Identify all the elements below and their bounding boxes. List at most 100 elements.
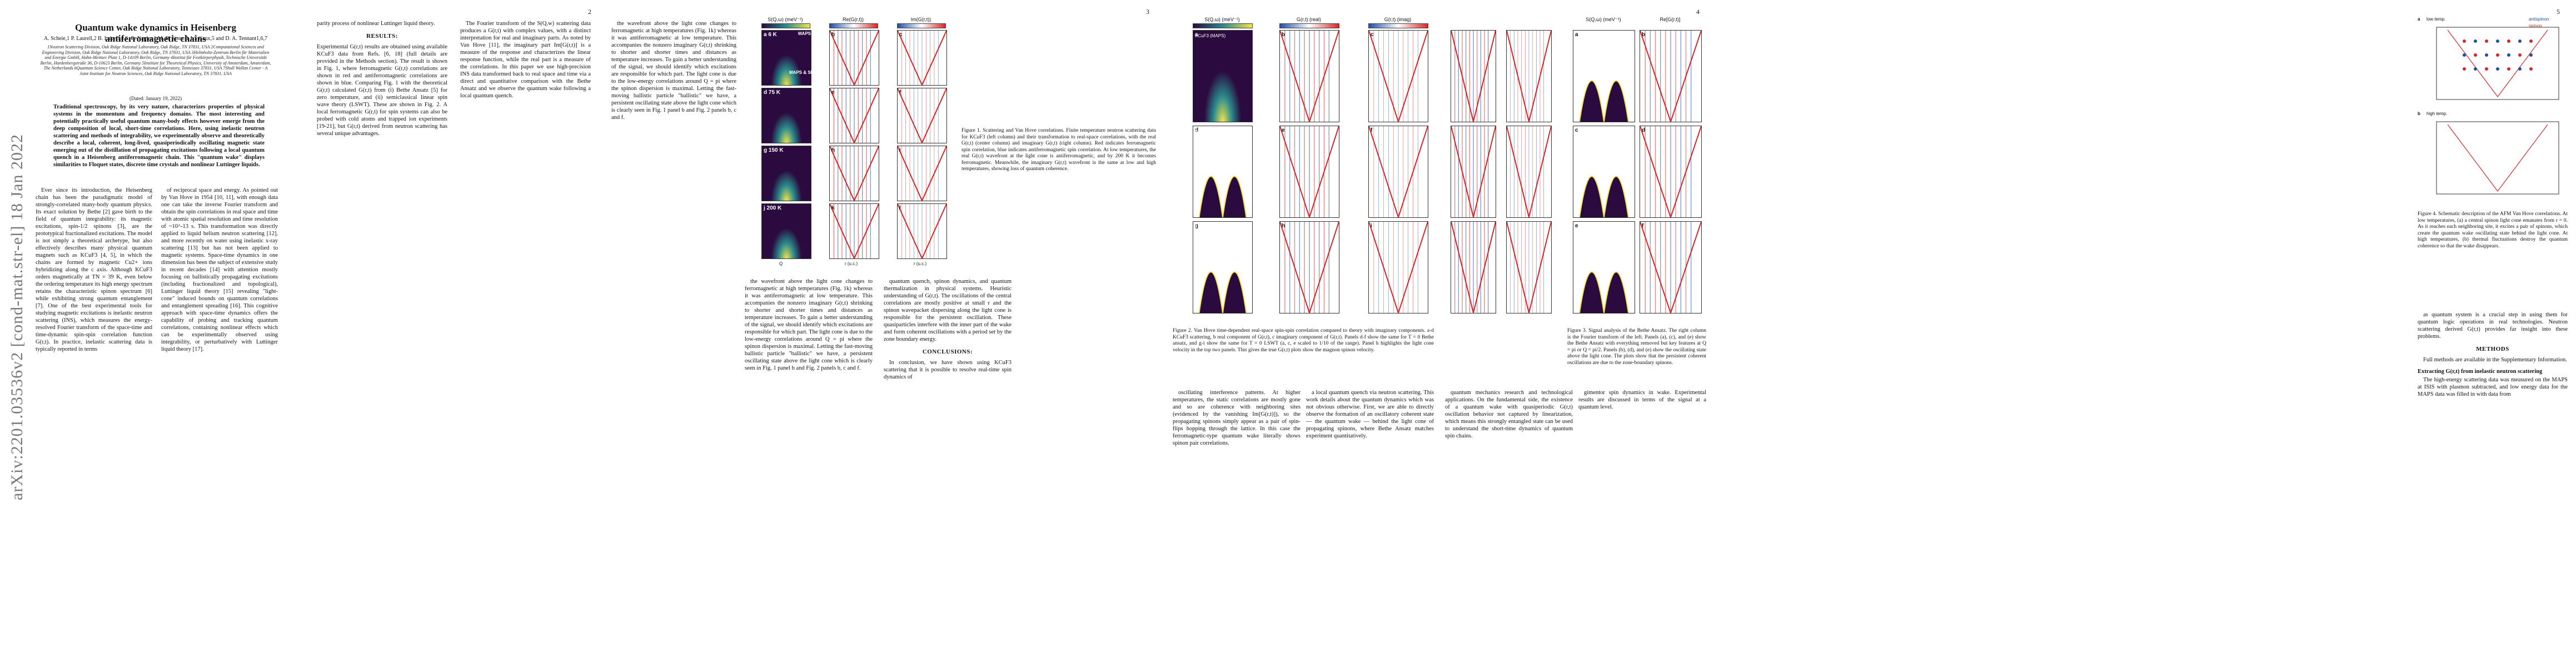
figure-1: S(Q,ω) (meV⁻¹) Re(G(r,t)) Im(G(r,t)) a 6…	[745, 17, 1156, 278]
im-panel: i	[897, 146, 947, 201]
panel-letter: f	[1642, 223, 1644, 229]
fig4-label-high: high temp.	[2426, 111, 2448, 116]
light-cone	[830, 88, 879, 143]
figure-1-caption: Figure 1. Scattering and Van Hove correl…	[961, 128, 1156, 172]
light-cone	[1369, 31, 1428, 122]
fig1-colorbar-sqw	[761, 23, 810, 28]
panel-letter: c	[1575, 127, 1578, 133]
page1-column-right: of reciprocal space and energy. As point…	[161, 187, 278, 659]
spin-marker	[2485, 39, 2488, 43]
fig1-label-maps-seq: MAPS & SEQ	[789, 70, 818, 75]
panel-letter: j 200 K	[764, 205, 782, 211]
panel-letter: c	[1371, 32, 1374, 38]
spin-marker	[2485, 67, 2488, 71]
re-panel: h	[1279, 221, 1339, 313]
page5-column: as quantum system is a crucial step in u…	[2418, 311, 2568, 661]
results-heading: RESULTS:	[366, 33, 398, 39]
spin-marker	[2518, 39, 2522, 43]
spin-marker	[2507, 39, 2510, 43]
page5-extract-heading: Extracting G(r,t) from inelastic neutron…	[2418, 369, 2543, 375]
sqw-arch-panel: a	[1573, 30, 1635, 122]
im-panel: f	[897, 88, 947, 143]
light-cone	[1280, 222, 1339, 313]
affiliations: 1Neutron Scattering Division, Oak Ridge …	[40, 44, 271, 76]
panel-letter: l	[899, 205, 901, 211]
re-panel: b	[829, 30, 879, 86]
fig2-header-re: G(r,t) (real)	[1297, 17, 1321, 22]
panel-letter: g 150 K	[764, 147, 784, 153]
light-cone	[1280, 126, 1339, 217]
fig2-colorbar-re	[1279, 23, 1339, 28]
arxiv-stamp: arXiv:2201.03536v2 [cond-mat.str-el] 18 …	[4, 67, 27, 500]
panel-letter: e	[1282, 127, 1285, 133]
page1-left-text: Ever since its introduction, the Heisenb…	[36, 187, 152, 352]
fig1-colorbar-re	[829, 23, 878, 28]
re-panel	[1451, 221, 1496, 313]
fig4-panel-a	[2436, 27, 2559, 100]
sqw-panel: j 200 K	[761, 203, 811, 259]
fig4-legend-antispinon: antispinon	[2529, 17, 2549, 22]
light-cone	[1640, 126, 1701, 217]
figure-3: S(Q,ω) (meV⁻¹) Re[G(r,t)] a b c d e f	[1567, 17, 1706, 328]
spin-marker	[2474, 67, 2477, 71]
re-panel: d	[1640, 126, 1702, 218]
page-5: 5 a low temp. b high temp. antispinon sp…	[1723, 0, 2573, 667]
page4-text-d: gimentor spin dynamics in wake. Experime…	[1578, 390, 1706, 410]
panel-letter: d 75 K	[764, 89, 781, 96]
paper-title: Quantum wake dynamics in Heisenberg anti…	[75, 22, 236, 44]
fig2-header-sqw: S(Q,ω) (meV⁻¹)	[1204, 17, 1240, 22]
page4-column-b: a local quantum quench via neutron scatt…	[1306, 389, 1434, 661]
light-cone	[1451, 126, 1496, 217]
arxiv-id: arXiv:2201.03536v2 [cond-mat.str-el] 18 …	[8, 134, 26, 500]
panel-letter: i	[1371, 223, 1372, 229]
page5-extract-text: The high-energy scattering data was meas…	[2418, 377, 2568, 397]
page2-results-text: Experimental G(r,t) results are obtained…	[317, 44, 447, 137]
page-3: 3 the wavefront above the light cone cha…	[606, 0, 1162, 667]
fig2-colorbar-sqw	[1193, 23, 1253, 28]
fig1-header-im: Im(G(r,t))	[910, 17, 931, 22]
light-cone	[1507, 31, 1551, 122]
spin-marker	[2463, 53, 2466, 57]
im-panel	[1506, 30, 1552, 122]
fig4-panel-b	[2436, 121, 2559, 195]
fig4-letter-a: a	[2418, 17, 2420, 22]
im-panel	[1506, 221, 1552, 313]
light-cone	[1640, 222, 1701, 313]
page3-mid-text: the wavefront above the light cone chang…	[745, 278, 873, 371]
page-1: arXiv:2201.03536v2 [cond-mat.str-el] 18 …	[0, 0, 289, 667]
panel-letter: b	[1642, 32, 1646, 38]
spin-marker	[2496, 39, 2499, 43]
page-4: 4 S(Q,ω) (meV⁻¹) G(r,t) (real) G(r,t) (i…	[1167, 0, 1712, 667]
page2-column-right: The Fourier transform of the S(Q,w) scat…	[460, 20, 591, 659]
light-cone	[1280, 31, 1339, 122]
sqw-panel: a 6 K	[761, 30, 811, 86]
panel-letter: e	[1575, 223, 1578, 229]
page5-intro-text: as quantum system is a crucial step in u…	[2418, 312, 2568, 340]
re-panel: k	[829, 203, 879, 259]
fig4-label-low: low temp.	[2426, 17, 2446, 22]
page3-column-left: the wavefront above the light cone chang…	[611, 20, 736, 659]
page1-right-text: of reciprocal space and energy. As point…	[161, 187, 278, 352]
spin-marker	[2507, 53, 2510, 57]
sqw-panel: d 75 K	[761, 88, 811, 143]
light-cone	[898, 146, 946, 201]
panel-letter: e	[831, 89, 835, 96]
spin-marker	[2529, 53, 2533, 57]
page4-column-c: quantum mechanics research and technolog…	[1445, 389, 1573, 661]
spin-marker	[2507, 67, 2510, 71]
panel-letter: c	[899, 32, 903, 38]
date-line: (Dated: January 19, 2022)	[129, 96, 182, 101]
sqw-arch-panel: c	[1573, 126, 1635, 218]
re-panel: h	[829, 146, 879, 201]
page3-left-text: the wavefront above the light cone chang…	[611, 21, 736, 121]
light-cone	[1451, 222, 1496, 313]
re-panel: e	[1279, 126, 1339, 218]
conclusions-heading: CONCLUSIONS:	[922, 349, 973, 355]
page3-column-mid: the wavefront above the light cone chang…	[745, 278, 873, 661]
page4-column-a: oscillating interference patterns. At hi…	[1173, 389, 1301, 661]
fig2-header-im: G(r,t) (imag)	[1384, 17, 1412, 22]
page4-text-c: quantum mechanics research and technolog…	[1445, 390, 1573, 439]
light-cone	[1507, 222, 1551, 313]
sqw-panel: a	[1193, 30, 1253, 122]
im-panel: c	[897, 30, 947, 86]
